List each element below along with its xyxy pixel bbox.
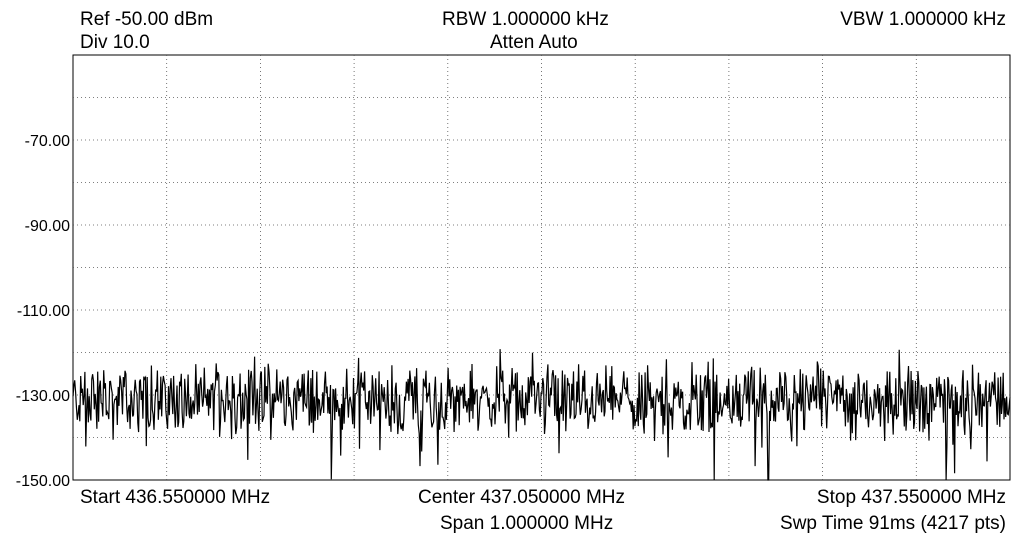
y-tick-label: -90.00 [25,218,70,235]
center-frequency: Center 437.050000 MHz [418,488,625,508]
stop-frequency: Stop 437.550000 MHz [817,488,1006,508]
sweep-time: Swp Time 91ms (4217 pts) [780,514,1006,534]
y-tick-label: -130.00 [16,388,70,405]
start-frequency: Start 436.550000 MHz [80,488,270,508]
y-axis-ticks: -70.00 -90.00 -110.00 -130.00 -150.00 [16,133,70,490]
y-tick-label: -150.00 [16,473,70,490]
y-tick-label: -70.00 [25,133,70,150]
spectrum-trace [73,349,1010,480]
frequency-span: Span 1.000000 MHz [440,514,613,534]
y-tick-label: -110.00 [17,303,70,320]
